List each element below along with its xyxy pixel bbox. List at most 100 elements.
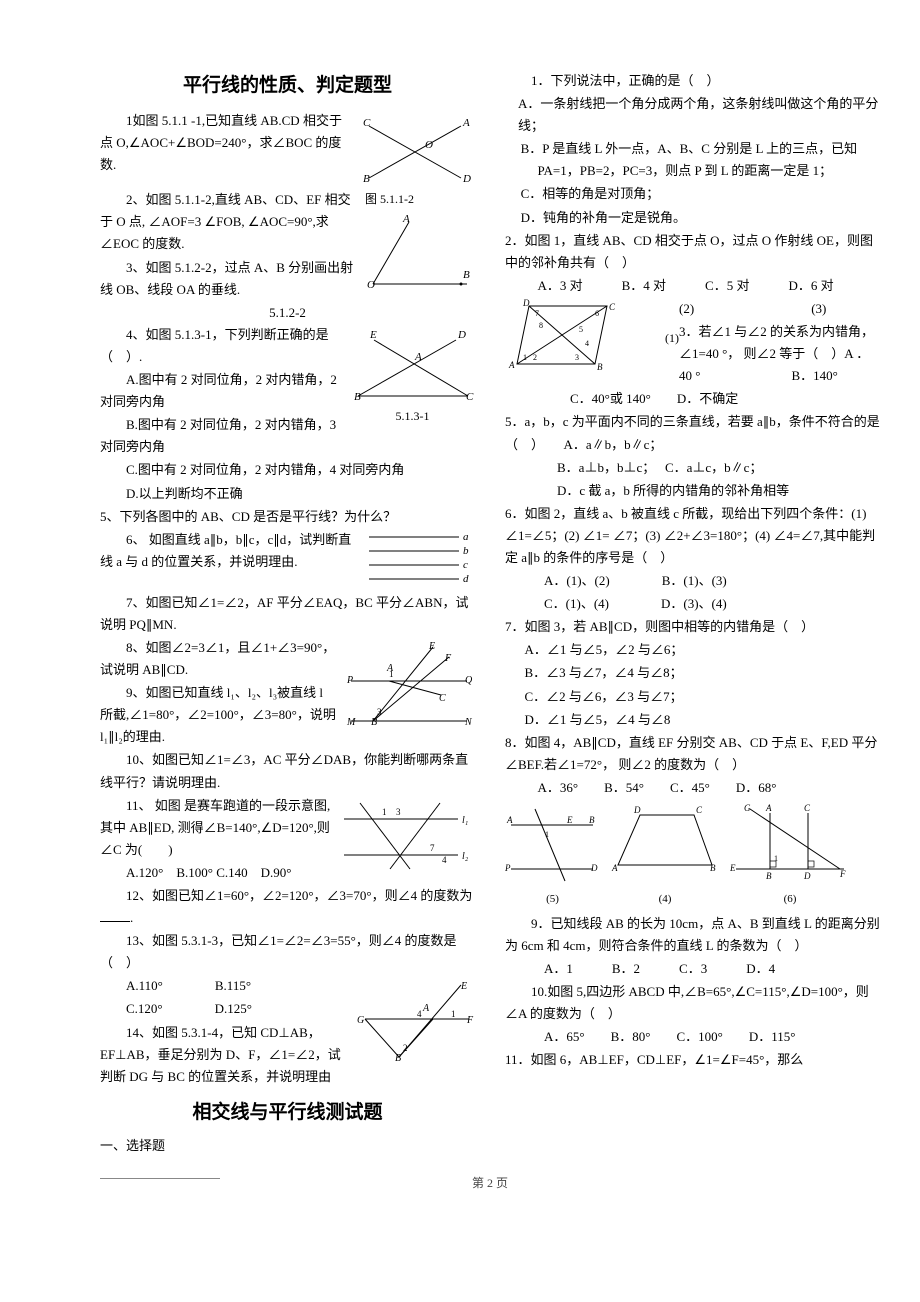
svg-text:F: F bbox=[466, 1015, 474, 1026]
svg-text:D: D bbox=[803, 871, 811, 881]
svg-text:A: A bbox=[462, 117, 470, 129]
svg-text:4: 4 bbox=[585, 339, 589, 348]
figure-row-4-5-6: A E B P D 1 (5) D C A B (4) bbox=[505, 803, 880, 909]
svg-text:1: 1 bbox=[451, 1009, 456, 1019]
svg-text:E: E bbox=[566, 815, 573, 825]
section-choice: 一、选择题 bbox=[100, 1135, 475, 1157]
svg-text:N: N bbox=[464, 717, 473, 728]
r-question-1: 1．下列说法中，正确的是（ ） bbox=[505, 70, 880, 92]
r-question-5: 5．a，b，c 为平面内不同的三条直线，若要 a∥b，条件不符合的是（ ） A．… bbox=[505, 411, 880, 455]
figure-row-1-2-3: D C A B 7 6 8 5 1 2 3 4 (1) bbox=[505, 298, 880, 388]
svg-text:A: A bbox=[508, 360, 515, 370]
r-question-2: 2．如图 1，直线 AB、CD 相交于点 O，过点 O 作射线 OE，则图中的邻… bbox=[505, 230, 880, 274]
subtitle: 相交线与平行线测试题 bbox=[100, 1097, 475, 1129]
svg-text:B: B bbox=[710, 863, 716, 873]
svg-text:D: D bbox=[590, 863, 598, 873]
svg-text:C: C bbox=[804, 803, 811, 813]
right-column: 1．下列说法中，正确的是（ ） A．一条射线把一个角分成两个角，这条射线叫做这个… bbox=[505, 70, 880, 1158]
svg-text:4: 4 bbox=[417, 1009, 422, 1019]
svg-text:7: 7 bbox=[430, 843, 435, 853]
svg-text:E: E bbox=[369, 329, 377, 341]
svg-text:A: A bbox=[422, 1003, 430, 1014]
svg-text:1: 1 bbox=[389, 669, 394, 679]
r-q1-c: C．相等的角是对顶角； bbox=[505, 183, 880, 205]
r-question-7: 7．如图 3，若 AB∥CD，则图中相等的内错角是（ ） bbox=[505, 616, 880, 638]
svg-text:2: 2 bbox=[533, 353, 537, 362]
svg-text:7: 7 bbox=[535, 309, 539, 318]
svg-text:l₁: l₁ bbox=[462, 815, 468, 826]
svg-text:d: d bbox=[463, 573, 469, 585]
r-q6-cd: C．(1)、(4) D．(3)、(4) bbox=[505, 593, 880, 615]
svg-text:B: B bbox=[589, 815, 595, 825]
svg-text:3: 3 bbox=[396, 807, 401, 817]
figure-pq-mn: E F P Q A C M B N 1 3 bbox=[345, 639, 475, 731]
svg-text:A: A bbox=[765, 803, 772, 813]
svg-text:c: c bbox=[463, 559, 468, 571]
svg-text:F: F bbox=[444, 653, 452, 664]
svg-text:A: A bbox=[611, 863, 618, 873]
svg-text:E: E bbox=[730, 863, 736, 873]
r-question-10: 10.如图 5,四边形 ABCD 中,∠B=65°,∠C=115°,∠D=100… bbox=[505, 981, 880, 1025]
svg-text:B: B bbox=[395, 1053, 401, 1064]
figure-l1-l2: l₁ l₂ 1 3 7 4 bbox=[340, 797, 475, 875]
svg-text:b: b bbox=[463, 545, 469, 557]
two-column-layout: 平行线的性质、判定题型 C A B D O 1如图 5.1.1 -1,已知直线 … bbox=[100, 70, 880, 1158]
r-q10-opts: A．65° B．80° C．100° D．115° bbox=[505, 1026, 880, 1048]
blank-fill bbox=[100, 909, 130, 922]
svg-text:G: G bbox=[744, 803, 751, 813]
figure-trapezoid-abcd: D C A B bbox=[610, 803, 720, 883]
r-q8-opts: A．36° B．54° C．45° D．68° bbox=[505, 777, 880, 799]
svg-text:G: G bbox=[357, 1015, 364, 1026]
q4-opt-c: C.图中有 2 对同位角，2 对内错角，4 对同旁内角 bbox=[100, 459, 475, 481]
svg-text:l₂: l₂ bbox=[462, 851, 469, 862]
r-q7-d: D．∠1 与∠5，∠4 与∠8 bbox=[505, 709, 880, 731]
question-7: 7、如图已知∠1=∠2，AF 平分∠EAQ，BC 平分∠ABN，试说明 PQ∥M… bbox=[100, 592, 475, 636]
page-number: 第 2 页 bbox=[100, 1173, 880, 1193]
figure-1-parallelogram: D C A B 7 6 8 5 1 2 3 4 bbox=[505, 298, 625, 374]
r-q7-c: C．∠2 与∠6，∠3 与∠7； bbox=[505, 686, 880, 708]
svg-text:B: B bbox=[354, 391, 361, 403]
svg-text:O: O bbox=[367, 279, 375, 290]
svg-text:E: E bbox=[428, 641, 435, 652]
r-question-6: 6．如图 2，直线 a、b 被直线 c 所截，现给出下列四个条件：(1) ∠1=… bbox=[505, 503, 880, 569]
svg-text:D: D bbox=[522, 298, 530, 308]
svg-text:B: B bbox=[463, 269, 470, 281]
r-question-3: 3．若∠1 与∠2 的关系为内错角，∠1=40 °， 则∠2 等于（ ）A ．4… bbox=[679, 321, 880, 387]
question-10: 10、如图已知∠1=∠3，AC 平分∠DAB，你能判断哪两条直线平行？请说明理由… bbox=[100, 749, 475, 793]
r-q1-b: B．P 是直线 L 外一点，A、B、C 分别是 L 上的三点，已知 PA=1，P… bbox=[505, 138, 880, 182]
question-5: 5、下列各图中的 AB、CD 是否是平行线？为什么？ bbox=[100, 506, 475, 528]
r-q1-d: D．钝角的补角一定是锐角。 bbox=[505, 207, 880, 229]
fig-5-1-2-2-label: 5.1.2-2 bbox=[100, 302, 475, 324]
left-column: 平行线的性质、判定题型 C A B D O 1如图 5.1.1 -1,已知直线 … bbox=[100, 70, 475, 1158]
r-q3-cd: C．40°或 140° D．不确定 bbox=[505, 388, 880, 410]
svg-text:3: 3 bbox=[575, 353, 579, 362]
svg-text:1: 1 bbox=[523, 353, 527, 362]
r-q5-d: D．c 截 a，b 所得的内错角的邻补角相等 bbox=[505, 480, 880, 502]
svg-text:E: E bbox=[460, 981, 467, 992]
r-question-11: 11．如图 6，AB⊥EF，CD⊥EF，∠1=∠F=45°，那么 bbox=[505, 1049, 880, 1071]
svg-text:4: 4 bbox=[442, 855, 447, 865]
svg-text:P: P bbox=[505, 863, 511, 873]
svg-text:6: 6 bbox=[595, 309, 599, 318]
r-q2-opts: A．3 对 B．4 对 C．5 对 D．6 对 bbox=[505, 275, 880, 297]
svg-text:C: C bbox=[609, 302, 616, 312]
svg-text:M: M bbox=[346, 717, 356, 728]
svg-text:B: B bbox=[597, 362, 603, 372]
svg-text:D: D bbox=[462, 173, 471, 185]
main-title: 平行线的性质、判定题型 bbox=[100, 70, 475, 102]
svg-text:B: B bbox=[766, 871, 772, 881]
svg-text:3: 3 bbox=[377, 707, 382, 717]
r-q1-a: A．一条射线把一个角分成两个角，这条射线叫做这个角的平分线； bbox=[505, 93, 880, 137]
figure-5-1-1-1: C A B D O bbox=[355, 112, 475, 187]
figure-parallel-abcd: a b c d bbox=[365, 529, 475, 592]
figure-5-1-3-1: E D B C A 5.1.3-1 bbox=[350, 326, 475, 426]
svg-text:D: D bbox=[633, 805, 641, 815]
svg-text:2: 2 bbox=[403, 1043, 408, 1053]
svg-text:F: F bbox=[839, 869, 846, 879]
r-q7-b: B．∠3 与∠7，∠4 与∠8； bbox=[505, 662, 880, 684]
question-12: 12、如图已知∠1=60°，∠2=120°，∠3=70°，则∠4 的度数为. bbox=[100, 885, 475, 929]
r-question-8: 8．如图 4，AB∥CD，直线 EF 分别交 AB、CD 于点 E、F,ED 平… bbox=[505, 732, 880, 776]
svg-text:5: 5 bbox=[579, 325, 583, 334]
svg-text:D: D bbox=[457, 329, 466, 341]
svg-text:1: 1 bbox=[545, 830, 549, 839]
